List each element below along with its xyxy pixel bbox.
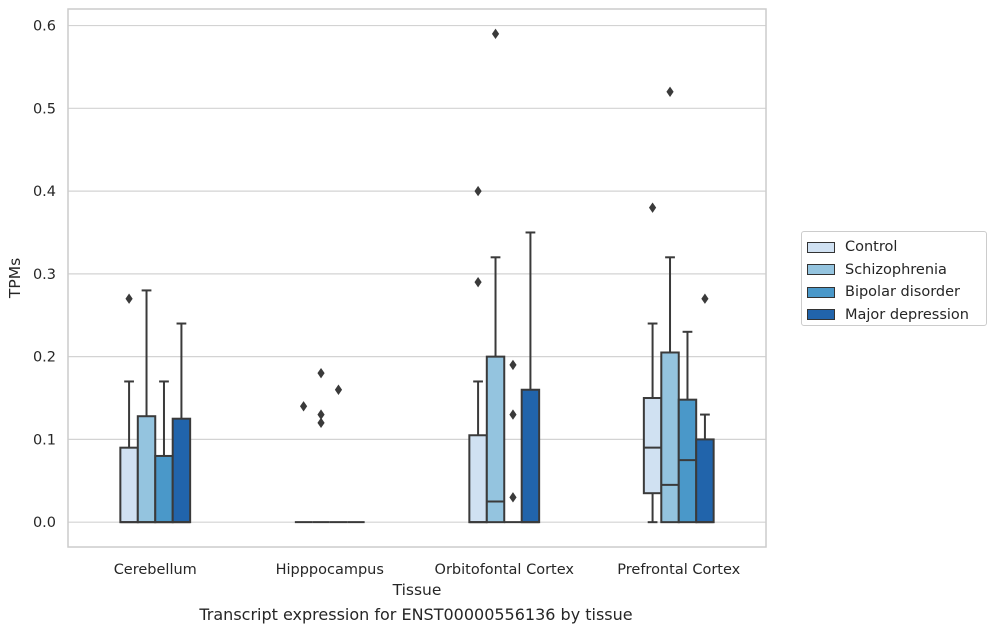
legend-swatch-major-depression	[807, 309, 835, 321]
y-axis-label: TPMs	[6, 258, 24, 299]
y-tick-label-0.6: 0.6	[33, 19, 56, 35]
legend-item-bipolar-disorder: Bipolar disorder	[807, 281, 986, 304]
legend-item-schizophrenia: Schizophrenia	[807, 259, 986, 282]
outlier-hipppocampus-control-0	[299, 401, 308, 412]
box-body-prefrontal-cortex-major-depression	[695, 438, 715, 524]
outlier-hipppocampus-bipolar-disorder-0	[334, 384, 343, 395]
outlier-hipppocampus-schizophrenia-2	[317, 367, 325, 379]
outlier-orbitofontal-cortex-bipolar-disorder-0	[509, 492, 517, 503]
outlier-prefrontal-cortex-major-depression-0	[701, 293, 709, 304]
box-hipppocampus-bipolar-disorder	[329, 384, 348, 524]
box-prefrontal-cortex-schizophrenia	[660, 86, 680, 524]
box-hipppocampus-schizophrenia	[312, 367, 330, 524]
chart-marks	[119, 28, 715, 524]
box-body-cerebellum-bipolar-disorder	[154, 454, 174, 524]
box-prefrontal-cortex-control	[642, 202, 663, 524]
y-tick-label-0.4: 0.4	[33, 184, 56, 200]
outlier-orbitofontal-cortex-schizophrenia-0	[491, 28, 500, 40]
y-tick-label-0.2: 0.2	[33, 350, 56, 366]
outlier-hipppocampus-schizophrenia-0	[317, 417, 325, 429]
x-axis-label: Tissue	[392, 581, 442, 599]
y-tick-label-0.3: 0.3	[33, 267, 56, 283]
outlier-orbitofontal-cortex-control-0	[474, 276, 482, 288]
box-cerebellum-control	[119, 293, 139, 524]
box-orbitofontal-cortex-control	[468, 185, 488, 524]
x-tick-label-orbitofontal-cortex: Orbitofontal Cortex	[435, 562, 575, 578]
outlier-cerebellum-control-0	[125, 293, 133, 304]
chart-caption: Transcript expression for ENST0000055613…	[199, 605, 633, 624]
box-body-orbitofontal-cortex-control	[468, 434, 488, 524]
y-tick-label-0.5: 0.5	[33, 101, 56, 117]
box-orbitofontal-cortex-major-depression	[520, 231, 541, 524]
box-orbitofontal-cortex-bipolar-disorder	[504, 359, 522, 524]
box-cerebellum-major-depression	[171, 322, 192, 524]
legend-label-bipolar-disorder: Bipolar disorder	[845, 284, 960, 301]
box-cerebellum-bipolar-disorder	[154, 380, 174, 524]
y-tick-label-0.0: 0.0	[33, 515, 56, 531]
box-orbitofontal-cortex-schizophrenia	[485, 28, 506, 524]
outlier-orbitofontal-cortex-control-1	[474, 185, 482, 197]
legend-swatch-schizophrenia	[807, 264, 835, 276]
plot-area-frame	[67, 8, 767, 548]
box-hipppocampus-control	[294, 401, 313, 524]
x-tick-label-cerebellum: Cerebellum	[114, 562, 197, 578]
y-tick-label-0.1: 0.1	[33, 432, 56, 448]
box-prefrontal-cortex-bipolar-disorder	[677, 330, 698, 524]
outlier-orbitofontal-cortex-bipolar-disorder-2	[509, 359, 517, 371]
x-tick-label-hipppocampus: Hipppocampus	[276, 562, 384, 578]
box-body-cerebellum-control	[119, 446, 139, 524]
box-body-cerebellum-major-depression	[171, 417, 192, 524]
legend: Control Schizophrenia Bipolar disorder M…	[801, 231, 987, 326]
legend-label-schizophrenia: Schizophrenia	[845, 261, 947, 278]
legend-label-control: Control	[845, 239, 898, 256]
legend-swatch-bipolar-disorder	[807, 286, 835, 298]
y-axis-ticks: 0.0 0.1 0.2 0.3 0.4 0.5 0.6	[33, 19, 56, 532]
outlier-orbitofontal-cortex-bipolar-disorder-1	[509, 409, 517, 420]
box-body-prefrontal-cortex-schizophrenia	[660, 351, 680, 524]
box-body-cerebellum-schizophrenia	[136, 415, 157, 524]
outlier-prefrontal-cortex-control-0	[648, 202, 657, 213]
box-prefrontal-cortex-major-depression	[695, 293, 715, 524]
x-axis-ticks: Cerebellum Hipppocampus Orbitofontal Corte…	[114, 562, 741, 578]
outlier-hipppocampus-schizophrenia-1	[317, 409, 325, 420]
legend-swatch-control	[807, 241, 835, 253]
outlier-prefrontal-cortex-schizophrenia-0	[666, 86, 674, 97]
box-body-orbitofontal-cortex-major-depression	[520, 388, 541, 524]
legend-label-major-depression: Major depression	[845, 306, 969, 323]
box-body-prefrontal-cortex-control	[642, 397, 663, 495]
box-body-orbitofontal-cortex-schizophrenia	[485, 355, 506, 524]
box-cerebellum-schizophrenia	[136, 289, 157, 524]
legend-item-major-depression: Major depression	[807, 304, 986, 327]
legend-item-control: Control	[807, 236, 986, 259]
x-tick-label-prefrontal-cortex: Prefrontal Cortex	[617, 562, 740, 578]
